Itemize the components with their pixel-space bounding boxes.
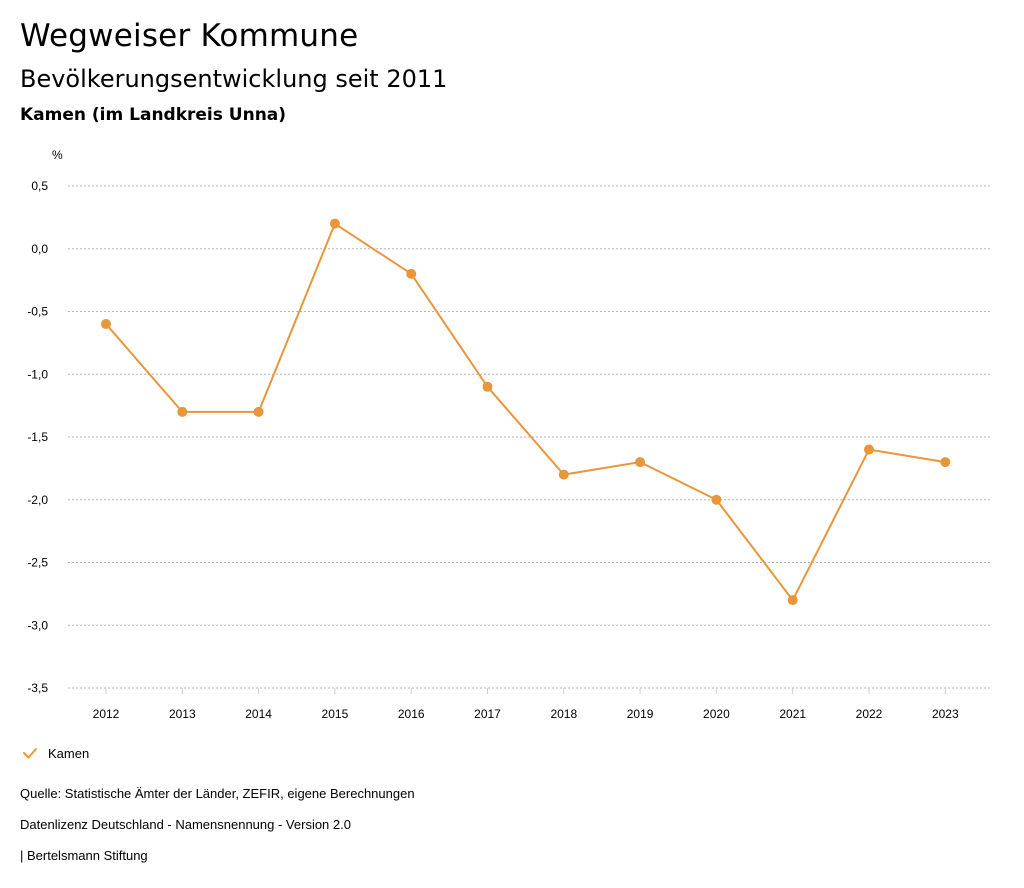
x-tick-label: 2023 <box>932 707 959 721</box>
chart-title: Wegweiser Kommune <box>20 18 359 54</box>
data-point <box>635 457 646 468</box>
data-point <box>711 494 722 505</box>
data-point <box>787 595 798 606</box>
y-tick-label: -1,5 <box>27 430 48 444</box>
data-point <box>482 381 493 392</box>
data-point <box>864 444 874 455</box>
x-tick-label: 2018 <box>550 707 577 721</box>
y-tick-label: -2,5 <box>27 556 48 570</box>
check-icon <box>23 748 37 759</box>
data-point <box>253 406 264 417</box>
chart-subtitle: Bevölkerungsentwicklung seit 2011 <box>20 65 448 93</box>
y-tick-label: -3,5 <box>27 681 48 695</box>
x-tick-label: 2016 <box>398 707 425 721</box>
x-tick-label: 2013 <box>169 707 196 721</box>
y-tick-label: -1,0 <box>27 367 48 381</box>
data-point <box>177 406 188 417</box>
x-tick-label: 2017 <box>474 707 501 721</box>
x-tick-label: 2020 <box>703 707 730 721</box>
region-label: Kamen (im Landkreis Unna) <box>20 105 287 125</box>
y-tick-label: 0,5 <box>31 179 48 193</box>
x-tick-label: 2019 <box>627 707 654 721</box>
x-tick-label: 2014 <box>245 707 272 721</box>
y-tick-label: 0,0 <box>31 242 48 256</box>
x-tick-label: 2021 <box>779 707 806 721</box>
y-tick-label: -3,0 <box>27 618 48 632</box>
publisher-note: | Bertelsmann Stiftung <box>20 848 148 863</box>
data-point <box>940 457 951 468</box>
y-tick-label: -0,5 <box>27 305 48 319</box>
license-note: Datenlizenz Deutschland - Namensnennung … <box>20 817 351 832</box>
data-point <box>329 218 340 229</box>
x-tick-label: 2012 <box>93 707 120 721</box>
x-tick-label: 2015 <box>322 707 349 721</box>
y-axis-unit-label: % <box>52 148 63 162</box>
line-chart: % 0,5 0,0 -0,5 -1,0 -1,5 -2,0 -2,5 -3,0 -3,5 2012 2… <box>27 148 990 721</box>
source-note: Quelle: Statistische Ämter der Länder, Z… <box>20 786 415 801</box>
series-line-kamen <box>105 222 946 602</box>
data-point <box>406 268 417 279</box>
legend-item-kamen[interactable]: Kamen <box>22 745 89 761</box>
legend-label: Kamen <box>48 745 90 761</box>
data-point <box>558 469 569 480</box>
x-tick-label: 2022 <box>856 707 883 721</box>
y-tick-label: -2,0 <box>27 493 48 507</box>
data-point <box>101 319 111 330</box>
